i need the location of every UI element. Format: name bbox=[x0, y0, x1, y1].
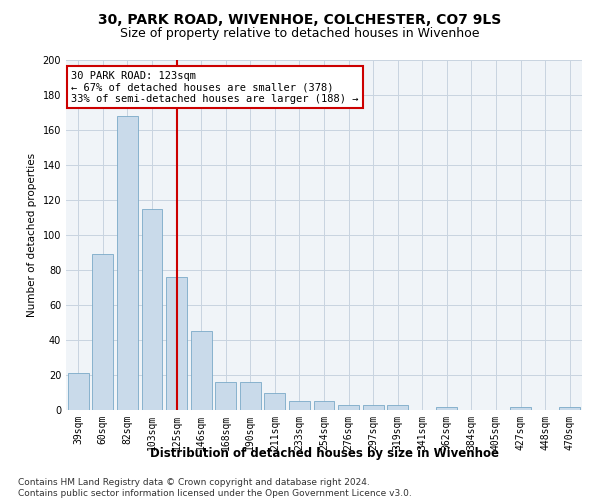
Bar bbox=[338, 405, 359, 410]
Y-axis label: Number of detached properties: Number of detached properties bbox=[27, 153, 37, 317]
Bar bbox=[387, 405, 408, 410]
Bar bbox=[362, 405, 383, 410]
Bar bbox=[559, 406, 580, 410]
Bar bbox=[314, 401, 334, 410]
Text: 30 PARK ROAD: 123sqm
← 67% of detached houses are smaller (378)
33% of semi-deta: 30 PARK ROAD: 123sqm ← 67% of detached h… bbox=[71, 70, 359, 104]
Text: Contains HM Land Registry data © Crown copyright and database right 2024.
Contai: Contains HM Land Registry data © Crown c… bbox=[18, 478, 412, 498]
Bar bbox=[240, 382, 261, 410]
Bar bbox=[92, 254, 113, 410]
Bar bbox=[510, 406, 531, 410]
Bar bbox=[265, 392, 286, 410]
Bar bbox=[117, 116, 138, 410]
Bar bbox=[191, 331, 212, 410]
Text: Distribution of detached houses by size in Wivenhoe: Distribution of detached houses by size … bbox=[149, 448, 499, 460]
Text: Size of property relative to detached houses in Wivenhoe: Size of property relative to detached ho… bbox=[120, 28, 480, 40]
Bar bbox=[289, 401, 310, 410]
Bar bbox=[68, 373, 89, 410]
Text: 30, PARK ROAD, WIVENHOE, COLCHESTER, CO7 9LS: 30, PARK ROAD, WIVENHOE, COLCHESTER, CO7… bbox=[98, 12, 502, 26]
Bar bbox=[166, 277, 187, 410]
Bar bbox=[215, 382, 236, 410]
Bar bbox=[436, 406, 457, 410]
Bar bbox=[142, 209, 163, 410]
